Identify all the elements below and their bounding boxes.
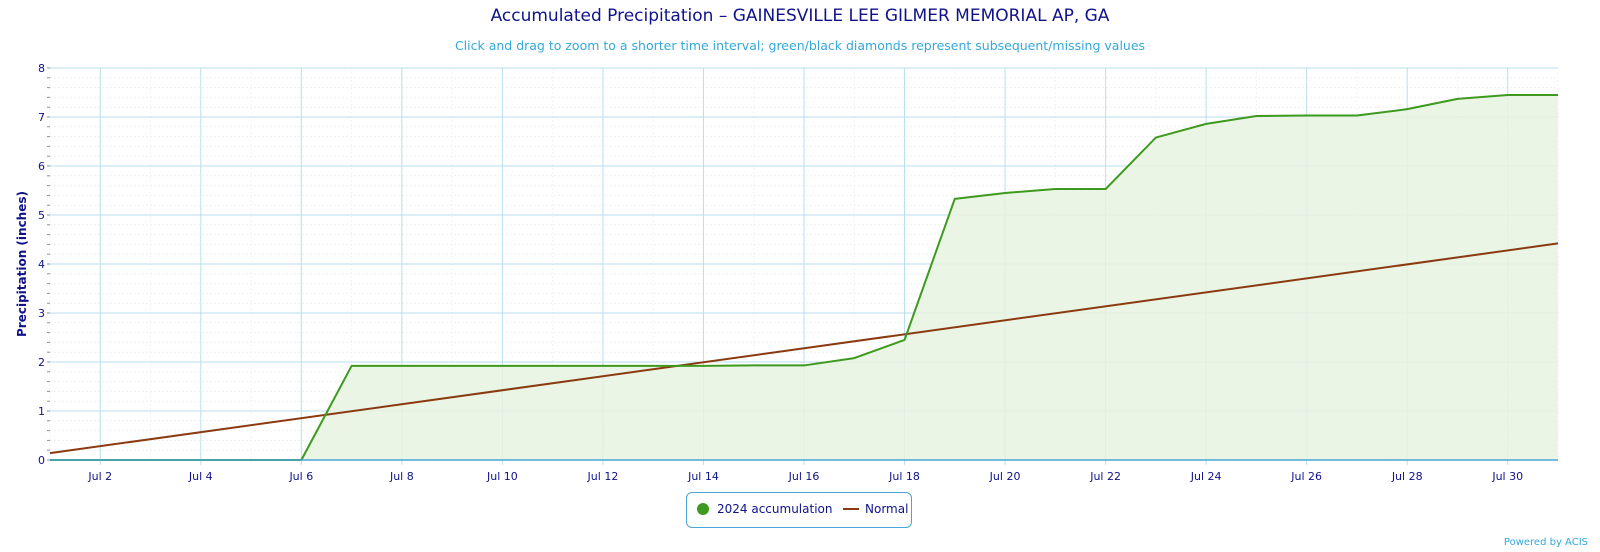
x-tick-label: Jul 10 <box>486 470 518 483</box>
x-tick-label: Jul 30 <box>1491 470 1523 483</box>
legend: 2024 accumulation Normal <box>686 492 912 528</box>
credit-link[interactable]: Powered by ACIS <box>1503 537 1588 548</box>
x-tick-label: Jul 18 <box>888 470 920 483</box>
chart-title: Accumulated Precipitation – GAINESVILLE … <box>490 6 1110 26</box>
x-tick-label: Jul 20 <box>989 470 1021 483</box>
x-tick-label: Jul 24 <box>1190 470 1222 483</box>
x-tick-label: Jul 16 <box>788 470 820 483</box>
chart-subtitle: Click and drag to zoom to a shorter time… <box>454 38 1146 53</box>
legend-dot-icon <box>697 503 709 515</box>
x-tick-label: Jul 14 <box>687 470 719 483</box>
series-line-normal <box>49 242 1559 455</box>
y-tick-label: 5 <box>38 209 45 222</box>
x-tick-label: Jul 6 <box>288 470 313 483</box>
y-tick-label: 0 <box>38 454 45 467</box>
x-tick-label: Jul 28 <box>1391 470 1423 483</box>
y-axis-title: Precipitation (inches) <box>15 191 29 337</box>
legend-label-normal: Normal <box>865 502 909 516</box>
x-tick-label: Jul 12 <box>587 470 619 483</box>
legend-item-accumulation[interactable]: 2024 accumulation <box>697 502 832 516</box>
y-tick-label: 6 <box>38 160 45 173</box>
axis-layer: 0 1 2 3 4 5 6 7 8 Jul 2 Jul 4 Jul 6 Jul 8 Jul 10 Jul 1… <box>38 62 1558 483</box>
y-tick-label: 1 <box>38 405 45 418</box>
legend-line-icon <box>843 508 859 510</box>
y-tick-label: 2 <box>38 356 45 369</box>
x-tick-label: Jul 8 <box>389 470 414 483</box>
x-tick-label: Jul 22 <box>1089 470 1121 483</box>
series-area-accumulation <box>50 94 1558 460</box>
legend-label-accumulation: 2024 accumulation <box>717 502 833 516</box>
x-tick-label: Jul 26 <box>1290 470 1322 483</box>
legend-item-normal[interactable]: Normal <box>843 502 908 516</box>
x-tick-label: Jul 4 <box>188 470 213 483</box>
x-tick-label: Jul 2 <box>87 470 112 483</box>
y-tick-label: 3 <box>38 307 45 320</box>
y-tick-label: 8 <box>38 62 45 75</box>
y-tick-label: 7 <box>38 111 45 124</box>
y-tick-label: 4 <box>38 258 45 271</box>
